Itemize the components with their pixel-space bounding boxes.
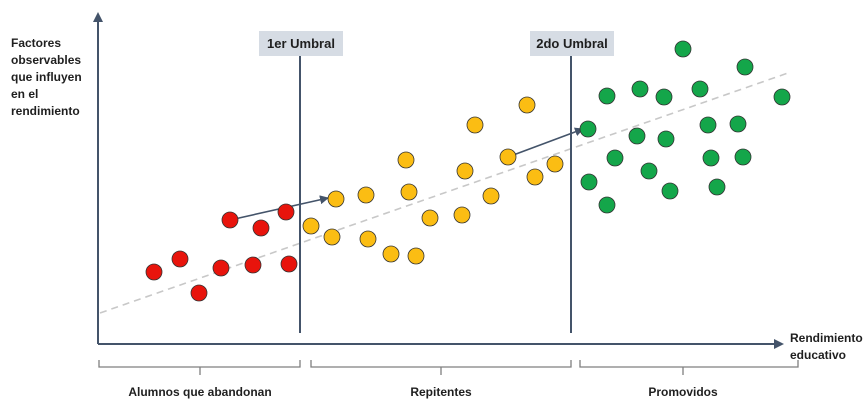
dot [482,187,500,205]
group-label-promoted: Promovidos [648,385,718,399]
dot [421,209,439,227]
dot [212,259,230,277]
dot [734,148,752,166]
dot [400,183,418,201]
dot [499,148,517,166]
dot [729,115,747,133]
repeater-dots [302,96,564,265]
dot [302,217,320,235]
dot [655,88,673,106]
dot [359,230,377,248]
dot [145,263,163,281]
dot [327,190,345,208]
dot [691,80,709,98]
trend-line [99,72,789,314]
threshold-label-1: 1er Umbral [259,31,343,56]
dot [699,116,717,134]
dropout-dots [145,203,298,302]
dot [580,173,598,191]
dot [628,127,646,145]
dot [657,130,675,148]
dot [708,178,726,196]
dot [456,162,474,180]
x-axis-label: Rendimiento educativo [790,331,865,362]
dot [598,196,616,214]
dot [674,40,692,58]
dot [357,186,375,204]
dot [453,206,471,224]
bracket-promoted [579,360,799,375]
dot [190,284,208,302]
dot [397,151,415,169]
dot [736,58,754,76]
dot [280,255,298,273]
dot [244,256,262,274]
promoted-dots [579,40,791,214]
dot [546,155,564,173]
threshold-label-2: 2do Umbral [530,31,614,56]
dot [277,203,295,221]
dot [323,228,341,246]
dot [518,96,536,114]
dot [407,247,425,265]
dot [382,245,400,263]
dot [702,149,720,167]
dot [598,87,616,105]
dot [171,250,189,268]
dot [221,211,239,229]
dot [252,219,270,237]
dot [579,120,597,138]
y-axis-label: Factores observables que influyen en el … [11,36,85,118]
dot [526,168,544,186]
dot [606,149,624,167]
dot [640,162,658,180]
bracket-dropout [98,360,301,375]
dot [631,80,649,98]
progression-arrow-2 [507,127,584,158]
dot [466,116,484,134]
dot [773,88,791,106]
group-label-dropout: Alumnos que abandonan [128,385,271,399]
dot [661,182,679,200]
svg-text:1er Umbral: 1er Umbral [267,36,335,51]
svg-text:2do Umbral: 2do Umbral [536,36,608,51]
bracket-repeaters [310,360,572,375]
group-label-repeaters: Repitentes [410,385,472,399]
